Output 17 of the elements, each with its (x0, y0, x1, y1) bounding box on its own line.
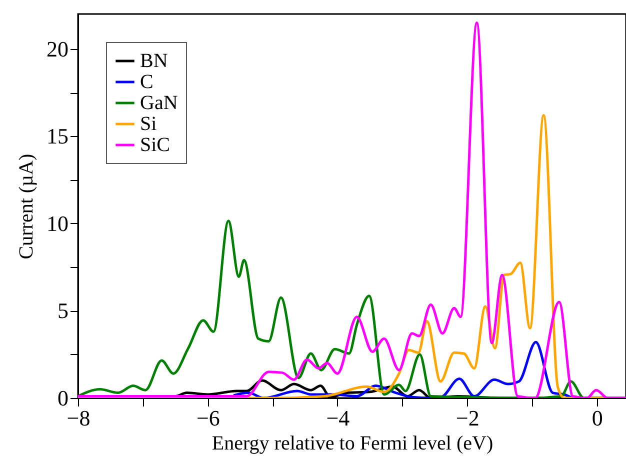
x-tick-label: 0 (592, 406, 603, 430)
x-tick-label: −2 (456, 406, 480, 430)
x-tick-label: −6 (196, 406, 220, 430)
x-tick-label: −8 (66, 406, 90, 430)
y-tick-label: 15 (46, 124, 68, 149)
x-axis-title: Energy relative to Fermi level (eV) (212, 432, 494, 454)
legend-label: SiC (140, 134, 170, 156)
legend-label: Si (140, 113, 158, 135)
y-axis-title: Current (µA) (16, 154, 38, 260)
legend-label: BN (140, 50, 168, 72)
legend-label: C (140, 71, 154, 93)
y-tick-label: 10 (46, 210, 68, 236)
y-tick-label: 0 (58, 386, 68, 410)
y-tick-label: 20 (46, 36, 68, 62)
x-tick-label: −4 (326, 406, 350, 430)
y-tick-label: 5 (58, 298, 68, 324)
legend-label: GaN (140, 92, 178, 114)
